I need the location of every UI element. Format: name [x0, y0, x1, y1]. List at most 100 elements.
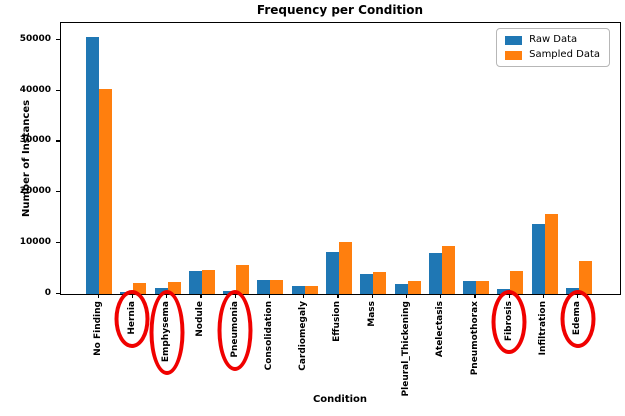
bars-container — [61, 23, 620, 294]
bar-sampled-data-consolidation — [270, 280, 284, 294]
x-tick-mark — [268, 294, 271, 298]
bar-sampled-data-hernia — [133, 283, 147, 294]
y-tick-label-30000: 30000 — [19, 135, 51, 146]
x-tick-mark — [166, 294, 168, 298]
y-tick-mark — [56, 89, 60, 91]
x-tick-label-pneumonia: Pneumonia — [229, 301, 240, 358]
x-tick-mark — [131, 294, 133, 298]
x-tick-label-consolidation: Consolidation — [263, 301, 274, 371]
bar-group-pleural-thickening — [390, 23, 424, 294]
bar-sampled-data-pleural-thickening — [407, 281, 421, 294]
plot-area: Raw Data Sampled Data — [60, 22, 621, 295]
x-tick-nodule: Nodule — [184, 294, 218, 404]
bar-raw-data-no-finding — [86, 37, 100, 294]
y-tick-label-10000: 10000 — [19, 236, 51, 247]
bar-group-nodule — [185, 23, 219, 294]
y-tick-label-20000: 20000 — [19, 186, 51, 197]
x-tick-mark — [337, 294, 339, 298]
x-tick-atelectasis: Atelectasis — [424, 294, 458, 404]
bar-group-hernia — [116, 23, 150, 294]
y-tick-label-50000: 50000 — [19, 34, 51, 45]
x-tick-label-pneumothorax: Pneumothorax — [469, 301, 480, 376]
bar-sampled-data-fibrosis — [510, 271, 524, 294]
bar-raw-data-mass — [360, 274, 374, 294]
x-tick-mark — [371, 294, 373, 298]
bar-raw-data-atelectasis — [428, 253, 442, 294]
x-tick-edema: Edema — [560, 290, 596, 404]
x-tick-hernia: Hernia — [114, 290, 150, 404]
y-tick-label-0: 0 — [44, 287, 51, 298]
x-tick-no-finding: No Finding — [81, 294, 115, 404]
x-tick-label-atelectasis: Atelectasis — [435, 301, 446, 358]
y-tick-mark — [56, 191, 60, 193]
x-tick-label-pleural-thickening: Pleural_Thickening — [401, 301, 412, 397]
x-tick-label-mass: Mass — [366, 301, 377, 327]
x-tick-cardiomegaly: Cardiomegaly — [287, 294, 321, 404]
x-tick-mark — [303, 294, 305, 298]
bar-sampled-data-nodule — [201, 270, 215, 294]
x-tick-label-infiltration: Infiltration — [538, 301, 549, 356]
bar-raw-data-pneumothorax — [463, 281, 477, 294]
x-tick-label-effusion: Effusion — [332, 301, 343, 342]
bar-group-no-finding — [82, 23, 116, 294]
bar-group-emphysema — [151, 23, 185, 294]
x-tick-label-edema: Edema — [572, 301, 583, 336]
legend-label-raw-data: Raw Data — [529, 34, 578, 45]
legend-label-sampled-data: Sampled Data — [529, 49, 600, 60]
legend-item-sampled-data: Sampled Data — [505, 50, 600, 60]
bar-sampled-data-cardiomegaly — [304, 286, 318, 294]
x-tick-label-no-finding: No Finding — [92, 301, 103, 356]
bar-group-cardiomegaly — [288, 23, 322, 294]
bar-group-pneumothorax — [459, 23, 493, 294]
chart-title: Frequency per Condition — [256, 3, 424, 17]
x-tick-mark — [577, 294, 579, 298]
x-tick-pneumothorax: Pneumothorax — [458, 294, 492, 404]
bar-sampled-data-infiltration — [544, 214, 558, 294]
x-tick-mark — [97, 294, 99, 298]
y-tick-mark — [56, 292, 60, 294]
y-tick-mark — [56, 241, 60, 243]
bar-raw-data-consolidation — [257, 280, 271, 294]
bar-sampled-data-atelectasis — [441, 246, 455, 294]
x-tick-pleural-thickening: Pleural_Thickening — [389, 294, 423, 404]
bar-group-consolidation — [253, 23, 287, 294]
x-tick-fibrosis: Fibrosis — [491, 290, 527, 404]
x-tick-mark — [234, 294, 236, 298]
bar-sampled-data-effusion — [338, 242, 352, 294]
bar-group-effusion — [322, 23, 356, 294]
x-tick-mass: Mass — [355, 294, 389, 404]
x-tick-mark — [200, 294, 202, 298]
bar-group-atelectasis — [425, 23, 459, 294]
x-tick-emphysema: Emphysema — [149, 290, 185, 404]
bar-sampled-data-mass — [373, 272, 387, 294]
bar-group-mass — [356, 23, 390, 294]
bar-sampled-data-no-finding — [99, 89, 113, 294]
y-axis-ticks: 0 10000 20000 30000 40000 50000 — [0, 22, 60, 297]
x-tick-label-cardiomegaly: Cardiomegaly — [298, 301, 309, 371]
bar-group-pneumonia — [219, 23, 253, 294]
bar-raw-data-cardiomegaly — [291, 286, 305, 294]
x-tick-mark — [542, 294, 545, 298]
legend-swatch-sampled-data-icon — [505, 50, 523, 60]
x-tick-mark — [440, 294, 442, 298]
x-tick-mark — [474, 294, 476, 298]
x-tick-consolidation: Consolidation — [252, 294, 286, 404]
bar-sampled-data-edema — [578, 261, 592, 294]
x-tick-mark — [508, 294, 510, 298]
x-tick-label-nodule: Nodule — [195, 301, 206, 337]
x-axis-ticks: No Finding Hernia Emphysema Nodule Pneumonia… — [60, 290, 619, 404]
bar-raw-data-nodule — [188, 271, 202, 294]
x-tick-label-emphysema: Emphysema — [161, 301, 172, 363]
x-tick-effusion: Effusion — [321, 294, 355, 404]
y-tick-mark — [56, 39, 60, 41]
x-tick-infiltration: Infiltration — [526, 294, 560, 404]
x-tick-pneumonia: Pneumonia — [217, 290, 253, 404]
y-tick-mark — [56, 140, 60, 142]
legend-swatch-raw-data-icon — [505, 35, 523, 45]
x-axis-label: Condition — [312, 394, 368, 405]
bar-sampled-data-emphysema — [167, 282, 181, 294]
bar-group-infiltration — [527, 23, 561, 294]
bar-raw-data-pleural-thickening — [394, 284, 408, 294]
x-tick-label-fibrosis: Fibrosis — [503, 301, 514, 342]
